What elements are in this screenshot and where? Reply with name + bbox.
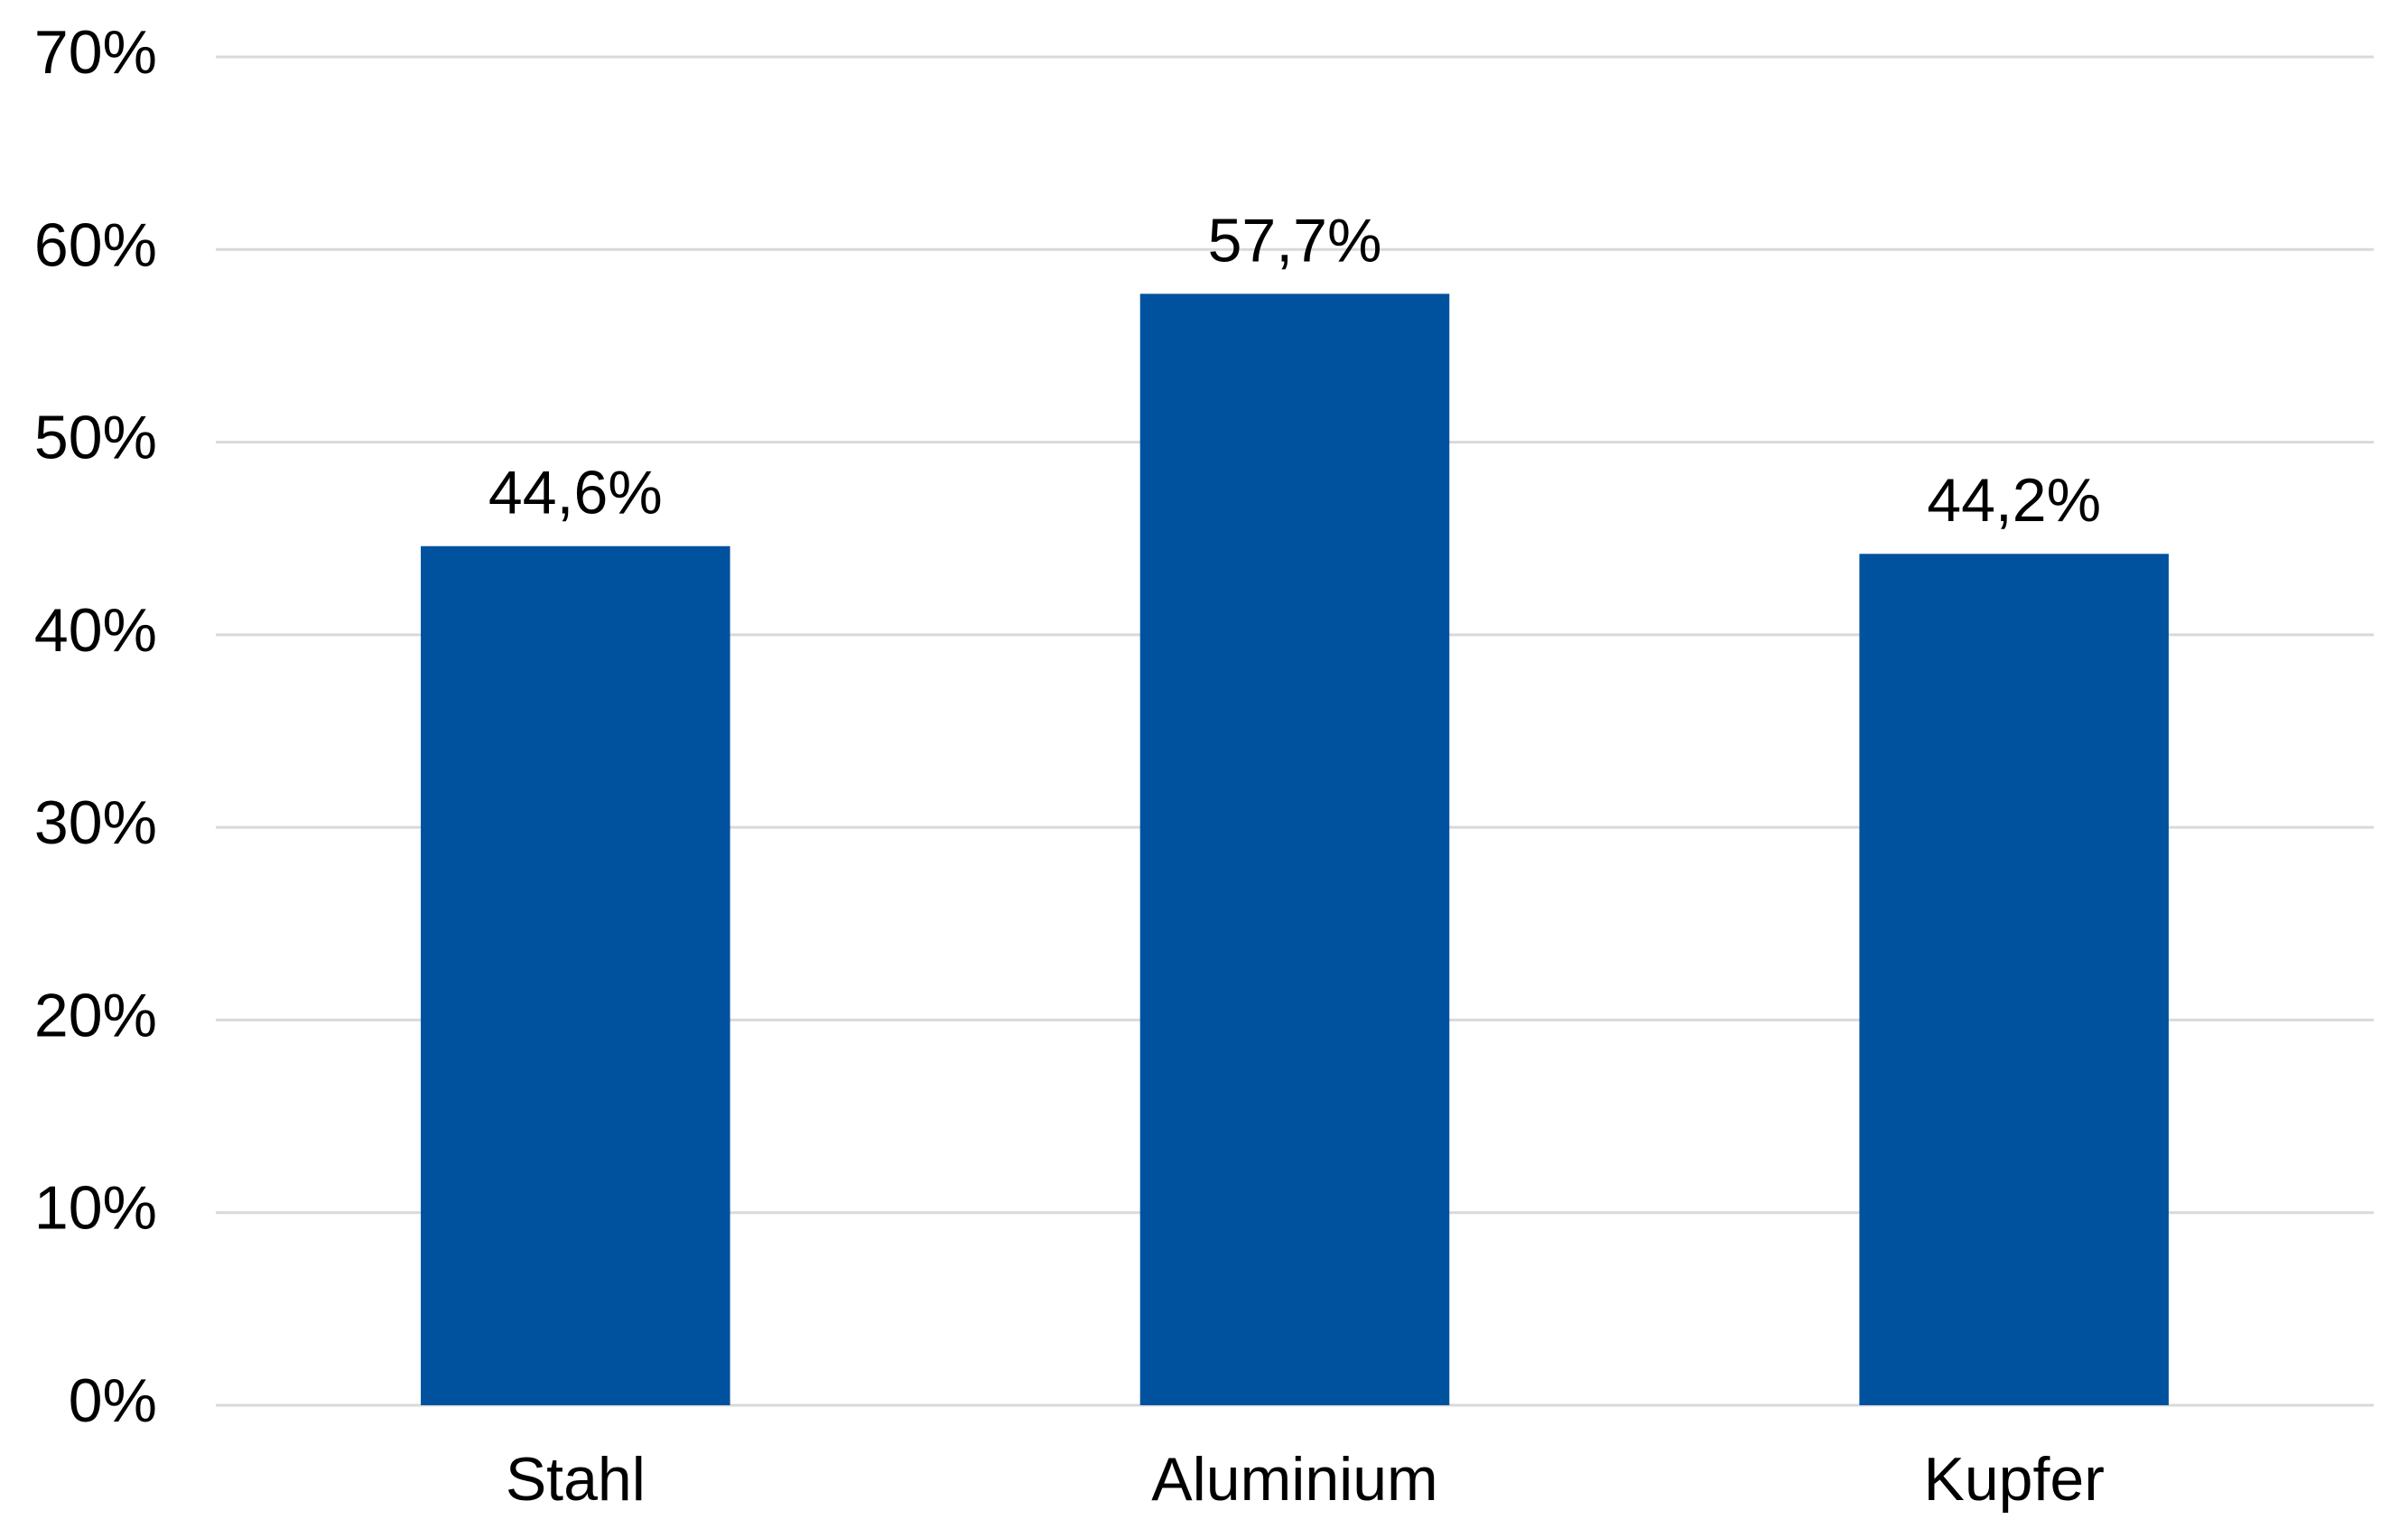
y-tick-label: 70% — [34, 18, 157, 87]
y-tick-label: 10% — [34, 1174, 157, 1243]
value-label: 44,6% — [488, 459, 663, 527]
bar — [1139, 294, 1450, 1405]
y-tick-label: 30% — [34, 788, 157, 857]
x-tick-label: Aluminium — [1151, 1445, 1437, 1514]
y-tick-label: 50% — [34, 404, 157, 472]
bar — [421, 545, 730, 1405]
x-tick-label: Stahl — [506, 1445, 646, 1514]
value-label: 57,7% — [1208, 206, 1382, 275]
y-tick-label: 40% — [34, 596, 157, 665]
x-tick-label: Kupfer — [1923, 1445, 2104, 1514]
y-tick-label: 20% — [34, 981, 157, 1049]
bar — [1859, 554, 2169, 1405]
y-tick-label: 60% — [34, 210, 157, 279]
value-label: 44,2% — [1927, 466, 2101, 535]
y-tick-label: 0% — [69, 1366, 157, 1435]
